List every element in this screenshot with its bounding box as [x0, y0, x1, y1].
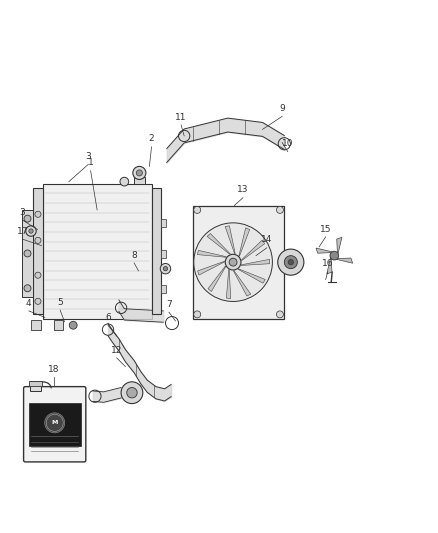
Polygon shape	[327, 258, 332, 274]
Circle shape	[24, 215, 31, 222]
Polygon shape	[208, 266, 226, 292]
Bar	[161, 250, 166, 258]
Bar	[30, 381, 41, 391]
Circle shape	[35, 211, 41, 217]
Circle shape	[35, 298, 41, 304]
Text: 14: 14	[261, 236, 272, 245]
Polygon shape	[337, 237, 342, 253]
Text: 1: 1	[88, 158, 93, 167]
Text: 13: 13	[237, 185, 249, 195]
Circle shape	[127, 387, 137, 398]
Circle shape	[136, 170, 142, 176]
Circle shape	[276, 206, 283, 213]
Text: M: M	[52, 421, 58, 425]
Polygon shape	[226, 270, 231, 298]
Circle shape	[35, 237, 41, 244]
Text: 17: 17	[17, 227, 28, 236]
Text: 18: 18	[48, 365, 60, 374]
Bar	[29, 382, 42, 386]
Text: 2: 2	[149, 134, 154, 143]
Bar	[22, 210, 33, 297]
Text: 4: 4	[26, 298, 32, 308]
Polygon shape	[207, 233, 230, 254]
Circle shape	[160, 263, 171, 274]
Text: 7: 7	[166, 300, 172, 309]
Text: 12: 12	[111, 345, 122, 354]
Circle shape	[278, 249, 304, 275]
Polygon shape	[198, 261, 225, 275]
Text: 5: 5	[57, 298, 63, 306]
Circle shape	[225, 254, 241, 270]
Polygon shape	[225, 226, 235, 254]
Bar	[31, 320, 41, 329]
Bar	[53, 320, 63, 329]
Polygon shape	[316, 248, 332, 253]
Text: 3: 3	[19, 207, 25, 216]
Bar	[43, 184, 152, 319]
Polygon shape	[233, 271, 251, 296]
Text: 9: 9	[279, 104, 285, 113]
Circle shape	[45, 413, 65, 433]
Text: 8: 8	[131, 251, 137, 260]
Circle shape	[26, 226, 36, 236]
Circle shape	[229, 258, 237, 266]
Bar	[134, 177, 145, 184]
Bar	[29, 403, 81, 447]
Circle shape	[24, 250, 31, 257]
Circle shape	[29, 229, 33, 233]
Circle shape	[163, 266, 168, 271]
Text: 6: 6	[105, 313, 111, 322]
Circle shape	[194, 206, 201, 213]
Text: 3: 3	[85, 152, 91, 161]
Polygon shape	[198, 251, 226, 257]
Polygon shape	[241, 260, 270, 265]
Bar	[152, 188, 161, 314]
Circle shape	[24, 285, 31, 292]
Circle shape	[330, 251, 339, 260]
Text: 10: 10	[282, 139, 293, 148]
FancyBboxPatch shape	[24, 386, 86, 462]
Circle shape	[121, 382, 143, 403]
Text: 11: 11	[175, 112, 187, 122]
Circle shape	[194, 223, 272, 302]
Polygon shape	[238, 269, 265, 283]
Circle shape	[120, 177, 129, 186]
Bar	[33, 188, 43, 314]
Circle shape	[133, 166, 146, 180]
Polygon shape	[241, 240, 265, 261]
Text: 15: 15	[320, 224, 332, 233]
Circle shape	[35, 272, 41, 278]
Circle shape	[284, 256, 297, 269]
Bar	[161, 220, 166, 228]
Polygon shape	[239, 228, 250, 256]
Circle shape	[69, 321, 77, 329]
Text: 16: 16	[322, 260, 334, 269]
Circle shape	[288, 260, 293, 265]
Circle shape	[194, 311, 201, 318]
Polygon shape	[336, 258, 353, 263]
Circle shape	[276, 311, 283, 318]
Bar	[161, 285, 166, 293]
Bar	[193, 206, 284, 319]
